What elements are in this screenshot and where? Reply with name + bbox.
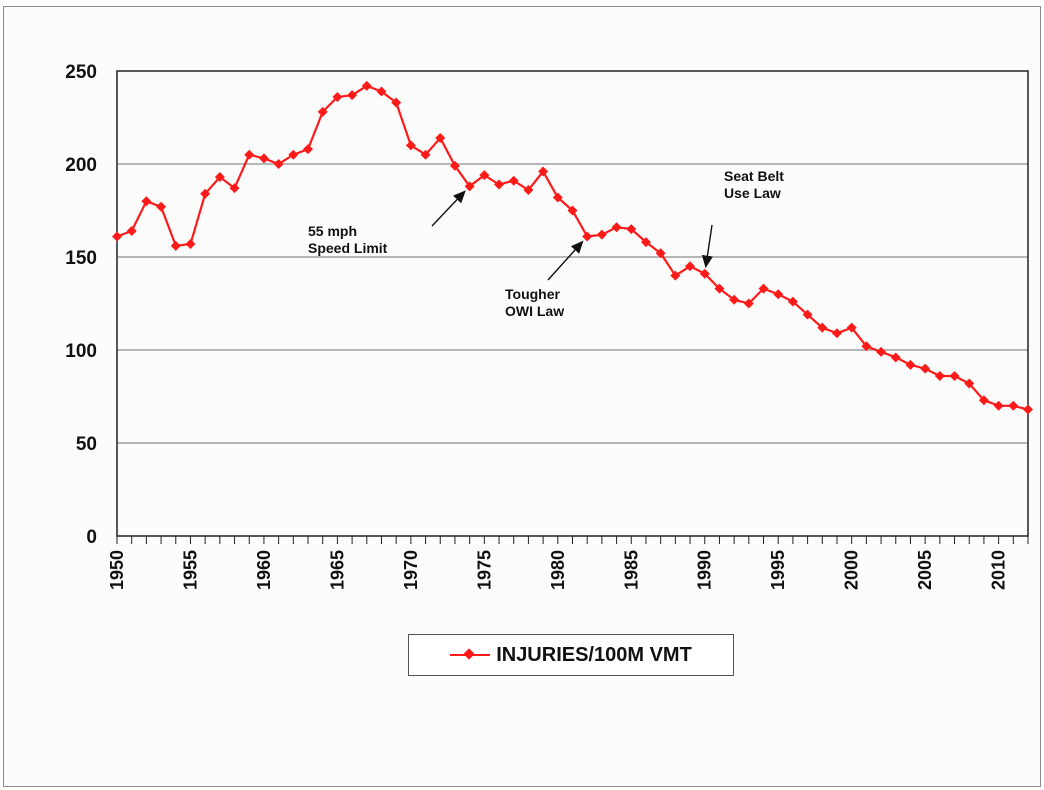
annotation-label: 55 mph	[308, 223, 357, 239]
data-point	[449, 160, 460, 171]
x-tick-label: 1955	[180, 550, 200, 590]
data-point	[773, 289, 784, 300]
data-point	[861, 341, 872, 352]
data-point	[890, 352, 901, 363]
data-point	[244, 149, 255, 160]
data-point	[743, 298, 754, 309]
data-point	[508, 175, 519, 186]
x-tick-label: 1975	[474, 550, 494, 590]
x-tick-label: 1995	[768, 550, 788, 590]
x-tick-label: 1990	[695, 550, 715, 590]
annotation-label: Use Law	[724, 185, 781, 201]
data-point	[596, 229, 607, 240]
data-point	[552, 192, 563, 203]
annotation-arrow	[701, 224, 713, 269]
data-point	[670, 270, 681, 281]
data-point	[258, 153, 269, 164]
data-point	[1008, 400, 1019, 411]
data-point	[332, 92, 343, 103]
data-point	[876, 346, 887, 357]
data-point	[420, 149, 431, 160]
annotation-label: Seat Belt	[724, 168, 784, 184]
x-tick-label: 2010	[989, 550, 1009, 590]
y-tick-label: 150	[65, 248, 97, 269]
data-point	[949, 371, 960, 382]
data-point	[802, 309, 813, 320]
data-point	[758, 283, 769, 294]
annotation-arrow	[431, 190, 466, 227]
annotation-arrow	[547, 240, 584, 281]
data-point	[288, 149, 299, 160]
data-point	[361, 80, 372, 91]
data-point	[685, 261, 696, 272]
data-point	[993, 400, 1004, 411]
data-point	[817, 322, 828, 333]
y-tick-label: 50	[76, 434, 97, 455]
data-point	[185, 238, 196, 249]
data-point	[699, 268, 710, 279]
y-tick-label: 250	[65, 62, 97, 83]
data-point	[846, 322, 857, 333]
data-point	[170, 240, 181, 251]
series-line	[116, 84, 1029, 411]
legend-series-label: INJURIES/100M VMT	[496, 643, 692, 666]
annotation-label: Tougher	[505, 286, 561, 302]
data-point	[376, 86, 387, 97]
data-point	[523, 185, 534, 196]
y-tick-label: 200	[65, 155, 97, 176]
legend-series-marker	[450, 648, 491, 662]
data-point	[141, 196, 152, 207]
x-tick-label: 1980	[548, 550, 568, 590]
data-point	[640, 237, 651, 248]
data-point	[714, 283, 725, 294]
x-tick-label: 1985	[621, 550, 641, 590]
plot-area	[116, 70, 1029, 537]
x-tick-label: 1960	[254, 550, 274, 590]
data-point	[347, 90, 358, 101]
data-point	[611, 222, 622, 233]
data-point	[905, 359, 916, 370]
data-point	[479, 170, 490, 181]
data-point	[582, 231, 593, 242]
data-point	[964, 378, 975, 389]
data-point	[655, 248, 666, 259]
data-point	[729, 294, 740, 305]
data-point	[112, 231, 122, 242]
y-tick-label: 0	[86, 527, 97, 548]
data-point	[126, 225, 137, 236]
x-tick-label: 1970	[401, 550, 421, 590]
data-point	[626, 224, 637, 235]
annotation-label: Speed Limit	[308, 240, 388, 256]
data-point	[303, 144, 314, 155]
data-point	[435, 132, 446, 143]
data-point	[538, 166, 549, 177]
data-point	[920, 363, 931, 374]
data-point	[391, 97, 402, 108]
data-point	[273, 159, 284, 169]
data-point	[567, 205, 578, 216]
data-point	[494, 179, 505, 190]
data-point	[1023, 404, 1033, 415]
annotation-label: OWI Law	[505, 303, 564, 319]
x-tick-label: 1965	[327, 550, 347, 590]
y-tick-label: 100	[65, 341, 97, 362]
data-point	[934, 371, 945, 382]
data-point	[156, 201, 167, 212]
data-point	[317, 106, 328, 117]
x-tick-label: 2000	[842, 550, 862, 590]
data-point	[831, 328, 842, 339]
data-point	[787, 296, 798, 307]
data-point	[978, 395, 989, 406]
data-point	[214, 172, 225, 183]
data-point	[229, 183, 240, 194]
x-tick-label: 2005	[915, 550, 935, 590]
data-point	[405, 140, 416, 151]
data-point	[200, 188, 211, 199]
legend: INJURIES/100M VMT	[408, 634, 734, 676]
x-tick-label: 1950	[107, 550, 127, 590]
data-point	[464, 181, 475, 192]
